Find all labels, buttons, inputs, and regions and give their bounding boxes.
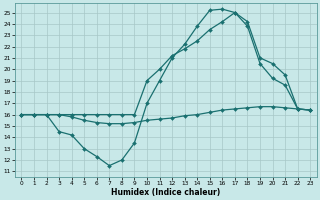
X-axis label: Humidex (Indice chaleur): Humidex (Indice chaleur) <box>111 188 220 197</box>
